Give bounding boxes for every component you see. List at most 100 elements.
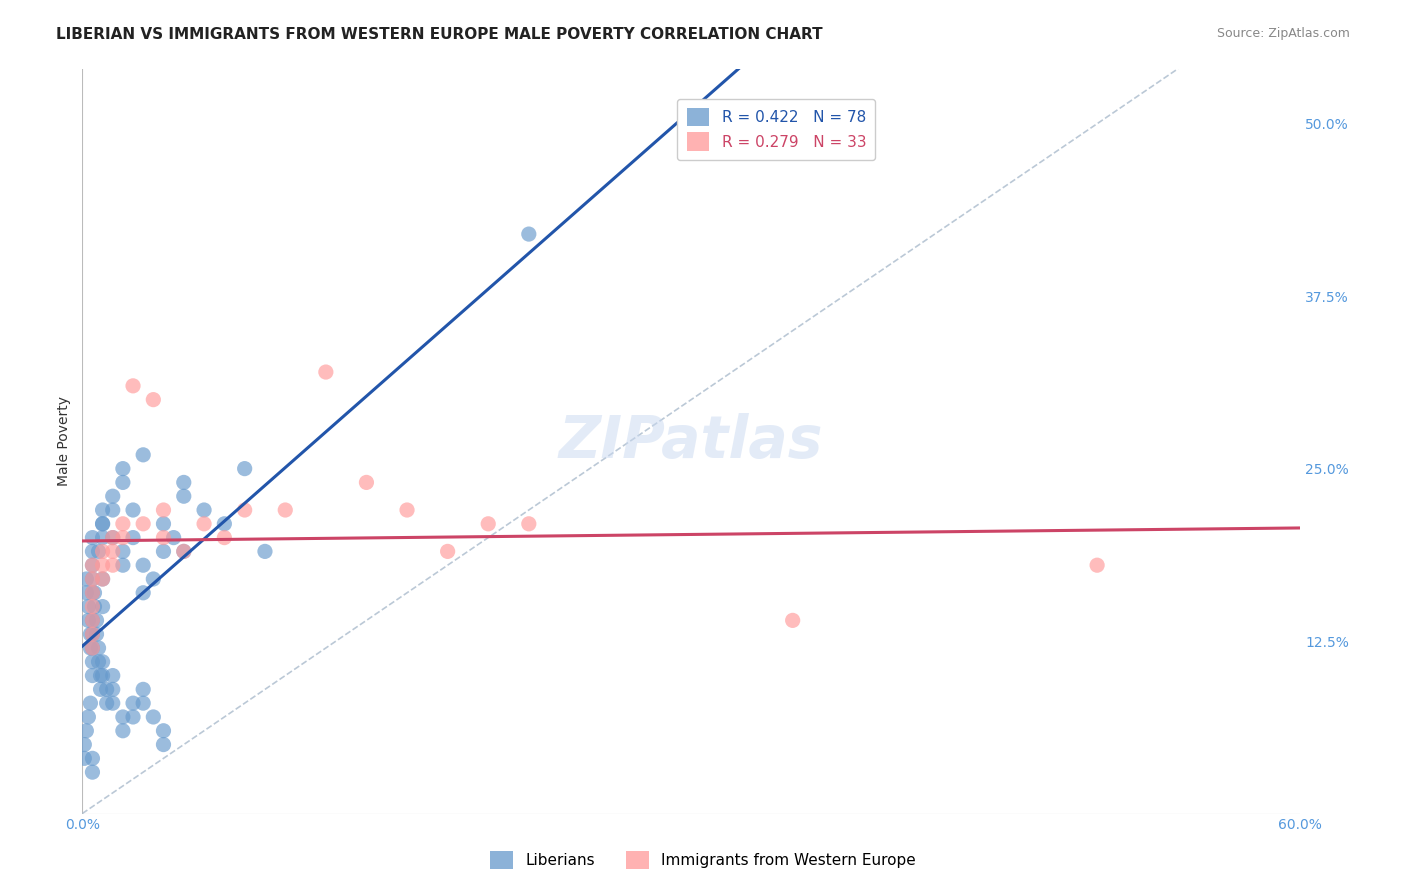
Point (101, 531, 124, 545)
Point (214, 516, 236, 531)
Point (477, 516, 499, 531)
Point (91, 531, 114, 545)
Point (75, 723, 97, 738)
Point (82, 586, 104, 600)
Point (75, 572, 97, 586)
Point (111, 475, 134, 490)
Point (122, 696, 145, 710)
Point (82, 544, 104, 558)
Point (77, 710, 100, 724)
Point (79, 696, 101, 710)
Point (86, 613, 108, 627)
Point (83, 586, 105, 600)
Point (142, 572, 165, 586)
Point (91, 558, 114, 573)
Point (91, 599, 114, 614)
Point (101, 668, 124, 682)
Point (356, 475, 378, 490)
Point (77, 599, 100, 614)
Point (132, 696, 155, 710)
Point (73, 751, 96, 765)
Point (82, 599, 104, 614)
Point (132, 516, 155, 531)
Point (96, 682, 118, 697)
Point (87, 544, 110, 558)
Point (152, 503, 174, 517)
Point (132, 586, 155, 600)
Point (253, 544, 276, 558)
Point (122, 710, 145, 724)
Point (82, 558, 104, 573)
Point (82, 572, 104, 586)
Point (73, 738, 96, 752)
Point (82, 627, 104, 641)
Point (101, 531, 124, 545)
Point (111, 723, 134, 738)
Point (91, 572, 114, 586)
Text: ZIPatlas: ZIPatlas (560, 412, 824, 469)
Legend: Liberians, Immigrants from Western Europe: Liberians, Immigrants from Western Europ… (484, 845, 922, 875)
Point (87, 655, 110, 669)
Point (132, 558, 155, 573)
Point (152, 516, 174, 531)
Point (82, 765, 104, 780)
Point (101, 544, 124, 558)
Point (111, 461, 134, 475)
Point (152, 738, 174, 752)
Point (517, 516, 540, 531)
Point (75, 586, 97, 600)
Point (79, 627, 101, 641)
Point (132, 448, 155, 462)
Point (173, 544, 195, 558)
Point (101, 503, 124, 517)
Point (82, 627, 104, 641)
Point (91, 572, 114, 586)
Point (233, 503, 256, 517)
Point (82, 640, 104, 655)
Point (82, 668, 104, 682)
Text: LIBERIAN VS IMMIGRANTS FROM WESTERN EUROPE MALE POVERTY CORRELATION CHART: LIBERIAN VS IMMIGRANTS FROM WESTERN EURO… (56, 27, 823, 42)
Point (91, 544, 114, 558)
Y-axis label: Male Poverty: Male Poverty (58, 396, 72, 486)
Point (87, 640, 110, 655)
Point (395, 503, 418, 517)
Point (162, 531, 184, 545)
Point (82, 531, 104, 545)
Point (111, 544, 134, 558)
Point (77, 613, 100, 627)
Legend: R = 0.422   N = 78, R = 0.279   N = 33: R = 0.422 N = 78, R = 0.279 N = 33 (678, 98, 876, 161)
Point (101, 558, 124, 573)
Point (82, 572, 104, 586)
Point (91, 516, 114, 531)
Point (91, 503, 114, 517)
Point (122, 531, 145, 545)
Point (90, 668, 112, 682)
Point (142, 710, 165, 724)
Point (101, 682, 124, 697)
Point (122, 503, 145, 517)
Point (82, 751, 104, 765)
Point (83, 599, 105, 614)
Point (436, 544, 458, 558)
Point (82, 655, 104, 669)
Point (111, 710, 134, 724)
Point (91, 668, 114, 682)
Point (1085, 558, 1108, 573)
Point (90, 682, 112, 697)
Point (79, 640, 101, 655)
Point (193, 516, 215, 531)
Point (91, 516, 114, 531)
Point (274, 503, 297, 517)
Point (233, 461, 256, 475)
Point (132, 682, 155, 697)
Point (101, 696, 124, 710)
Point (111, 558, 134, 573)
Point (101, 489, 124, 503)
Point (214, 531, 236, 545)
Point (173, 489, 195, 503)
Point (142, 392, 165, 407)
Point (96, 696, 118, 710)
Point (152, 723, 174, 738)
Point (782, 613, 804, 627)
Point (82, 613, 104, 627)
